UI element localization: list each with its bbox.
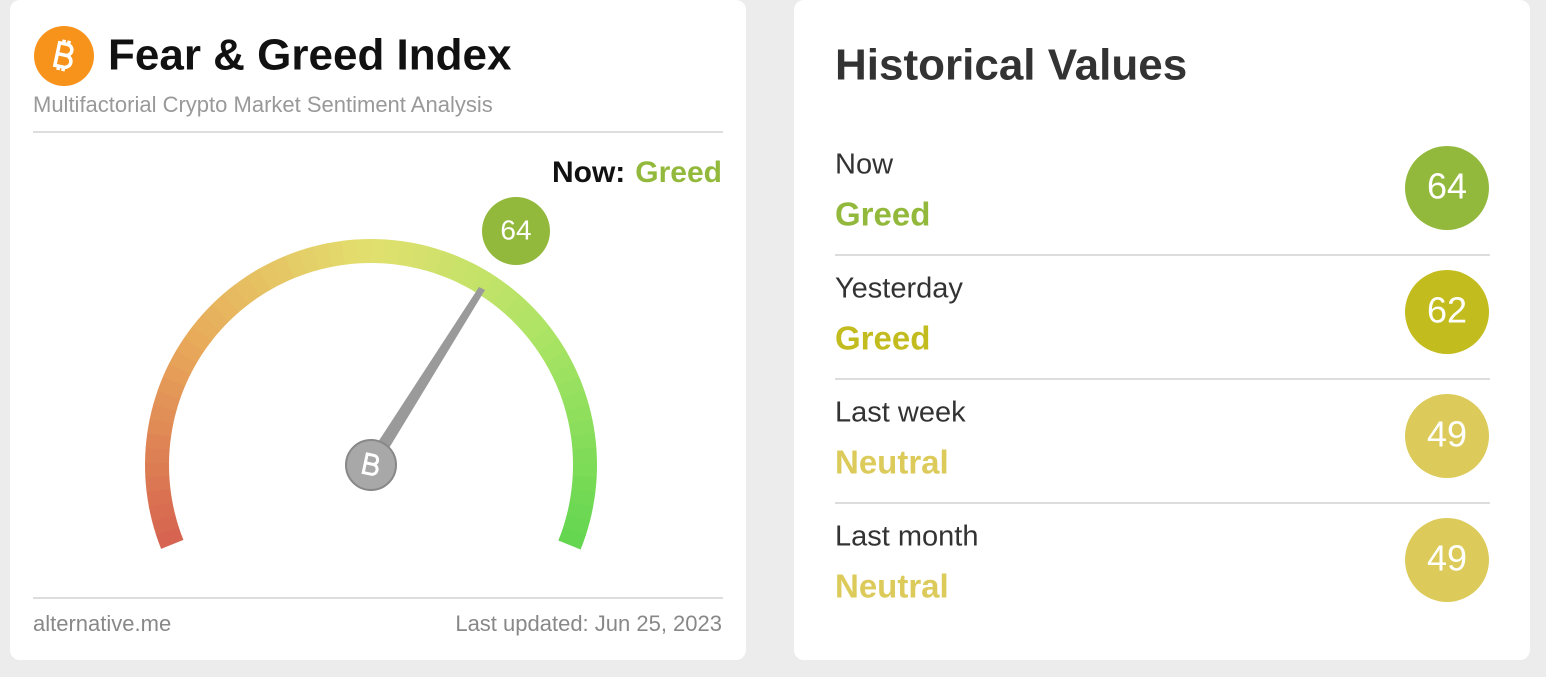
arc-segment (157, 448, 158, 463)
arc-segment (426, 258, 440, 262)
arc-segment (385, 251, 400, 252)
arc-segment (174, 368, 180, 381)
gauge-value: 64 (500, 214, 531, 245)
row-value: 64 (1427, 166, 1467, 207)
arc-segment (290, 262, 304, 267)
arc-segment (330, 253, 344, 255)
updated: Last updated: Jun 25, 2023 (455, 611, 722, 636)
arc-segment (163, 517, 167, 531)
arc-segment (253, 279, 265, 287)
arc-segment (548, 345, 556, 357)
arc-segment (465, 273, 478, 280)
arc-segment (231, 294, 242, 303)
arc-segment (511, 303, 522, 313)
arc-segment (167, 531, 172, 545)
arc-segment (303, 258, 317, 262)
row-classification: Greed (835, 320, 930, 357)
arc-segment (568, 382, 573, 396)
arc-segment (412, 255, 426, 258)
row-classification: Neutral (835, 444, 949, 481)
row-label: Now (835, 149, 894, 181)
row-label: Yesterday (835, 273, 963, 305)
row-classification: Greed (835, 196, 930, 233)
arc-segment (186, 344, 194, 356)
arc-segment (343, 251, 358, 252)
arc-segment (157, 476, 158, 491)
arc-segment (158, 490, 160, 504)
arc-segment (169, 381, 174, 395)
arc-segment (161, 504, 164, 518)
now-text: Now: Greed (552, 156, 722, 189)
row-classification: Neutral (835, 568, 949, 605)
arc-segment (574, 518, 578, 532)
arc-segment (489, 287, 501, 295)
arc-segment (399, 253, 413, 255)
arc-segment (584, 449, 585, 464)
now-label: Now: (552, 156, 625, 189)
now-classification: Greed (635, 156, 722, 189)
gauge-subtitle: Multifactorial Crypto Market Sentiment A… (33, 92, 493, 117)
arc-segment (477, 279, 489, 287)
arc-segment (159, 421, 162, 435)
arc-segment (540, 334, 549, 346)
arc-segment (277, 267, 290, 273)
arc-segment (569, 531, 574, 545)
arc-segment (556, 357, 563, 370)
arc-segment (581, 421, 583, 435)
row-value: 62 (1427, 290, 1467, 331)
arc-segment (501, 295, 512, 304)
history-title: Historical Values (835, 41, 1187, 90)
arc-segment (452, 267, 465, 273)
arc-segment (165, 394, 169, 408)
bitcoin-logo (34, 26, 94, 86)
row-value: 49 (1427, 414, 1467, 455)
arc-segment (158, 434, 160, 449)
arc-segment (180, 356, 187, 369)
arc-segment (562, 369, 568, 382)
gauge-title: Fear & Greed Index (108, 31, 512, 80)
arc-segment (316, 255, 330, 258)
row-value: 49 (1427, 538, 1467, 579)
arc-segment (241, 286, 253, 294)
row-label: Last month (835, 521, 978, 553)
arc-segment (581, 491, 583, 505)
arc-segment (577, 408, 580, 422)
arc-segment (265, 272, 278, 279)
arc-segment (531, 323, 540, 334)
arc-segment (522, 313, 532, 324)
arc-segment (211, 312, 221, 323)
arc-segment (202, 322, 211, 333)
arc-segment (578, 504, 581, 518)
arc-segment (583, 435, 585, 450)
arc-segment (194, 333, 203, 345)
arc-segment (439, 262, 453, 267)
arc-segment (161, 407, 164, 421)
arc-segment (583, 477, 584, 492)
arc-segment (573, 395, 577, 409)
source: alternative.me (33, 611, 171, 636)
arc-segment (220, 303, 231, 313)
row-label: Last week (835, 397, 966, 429)
